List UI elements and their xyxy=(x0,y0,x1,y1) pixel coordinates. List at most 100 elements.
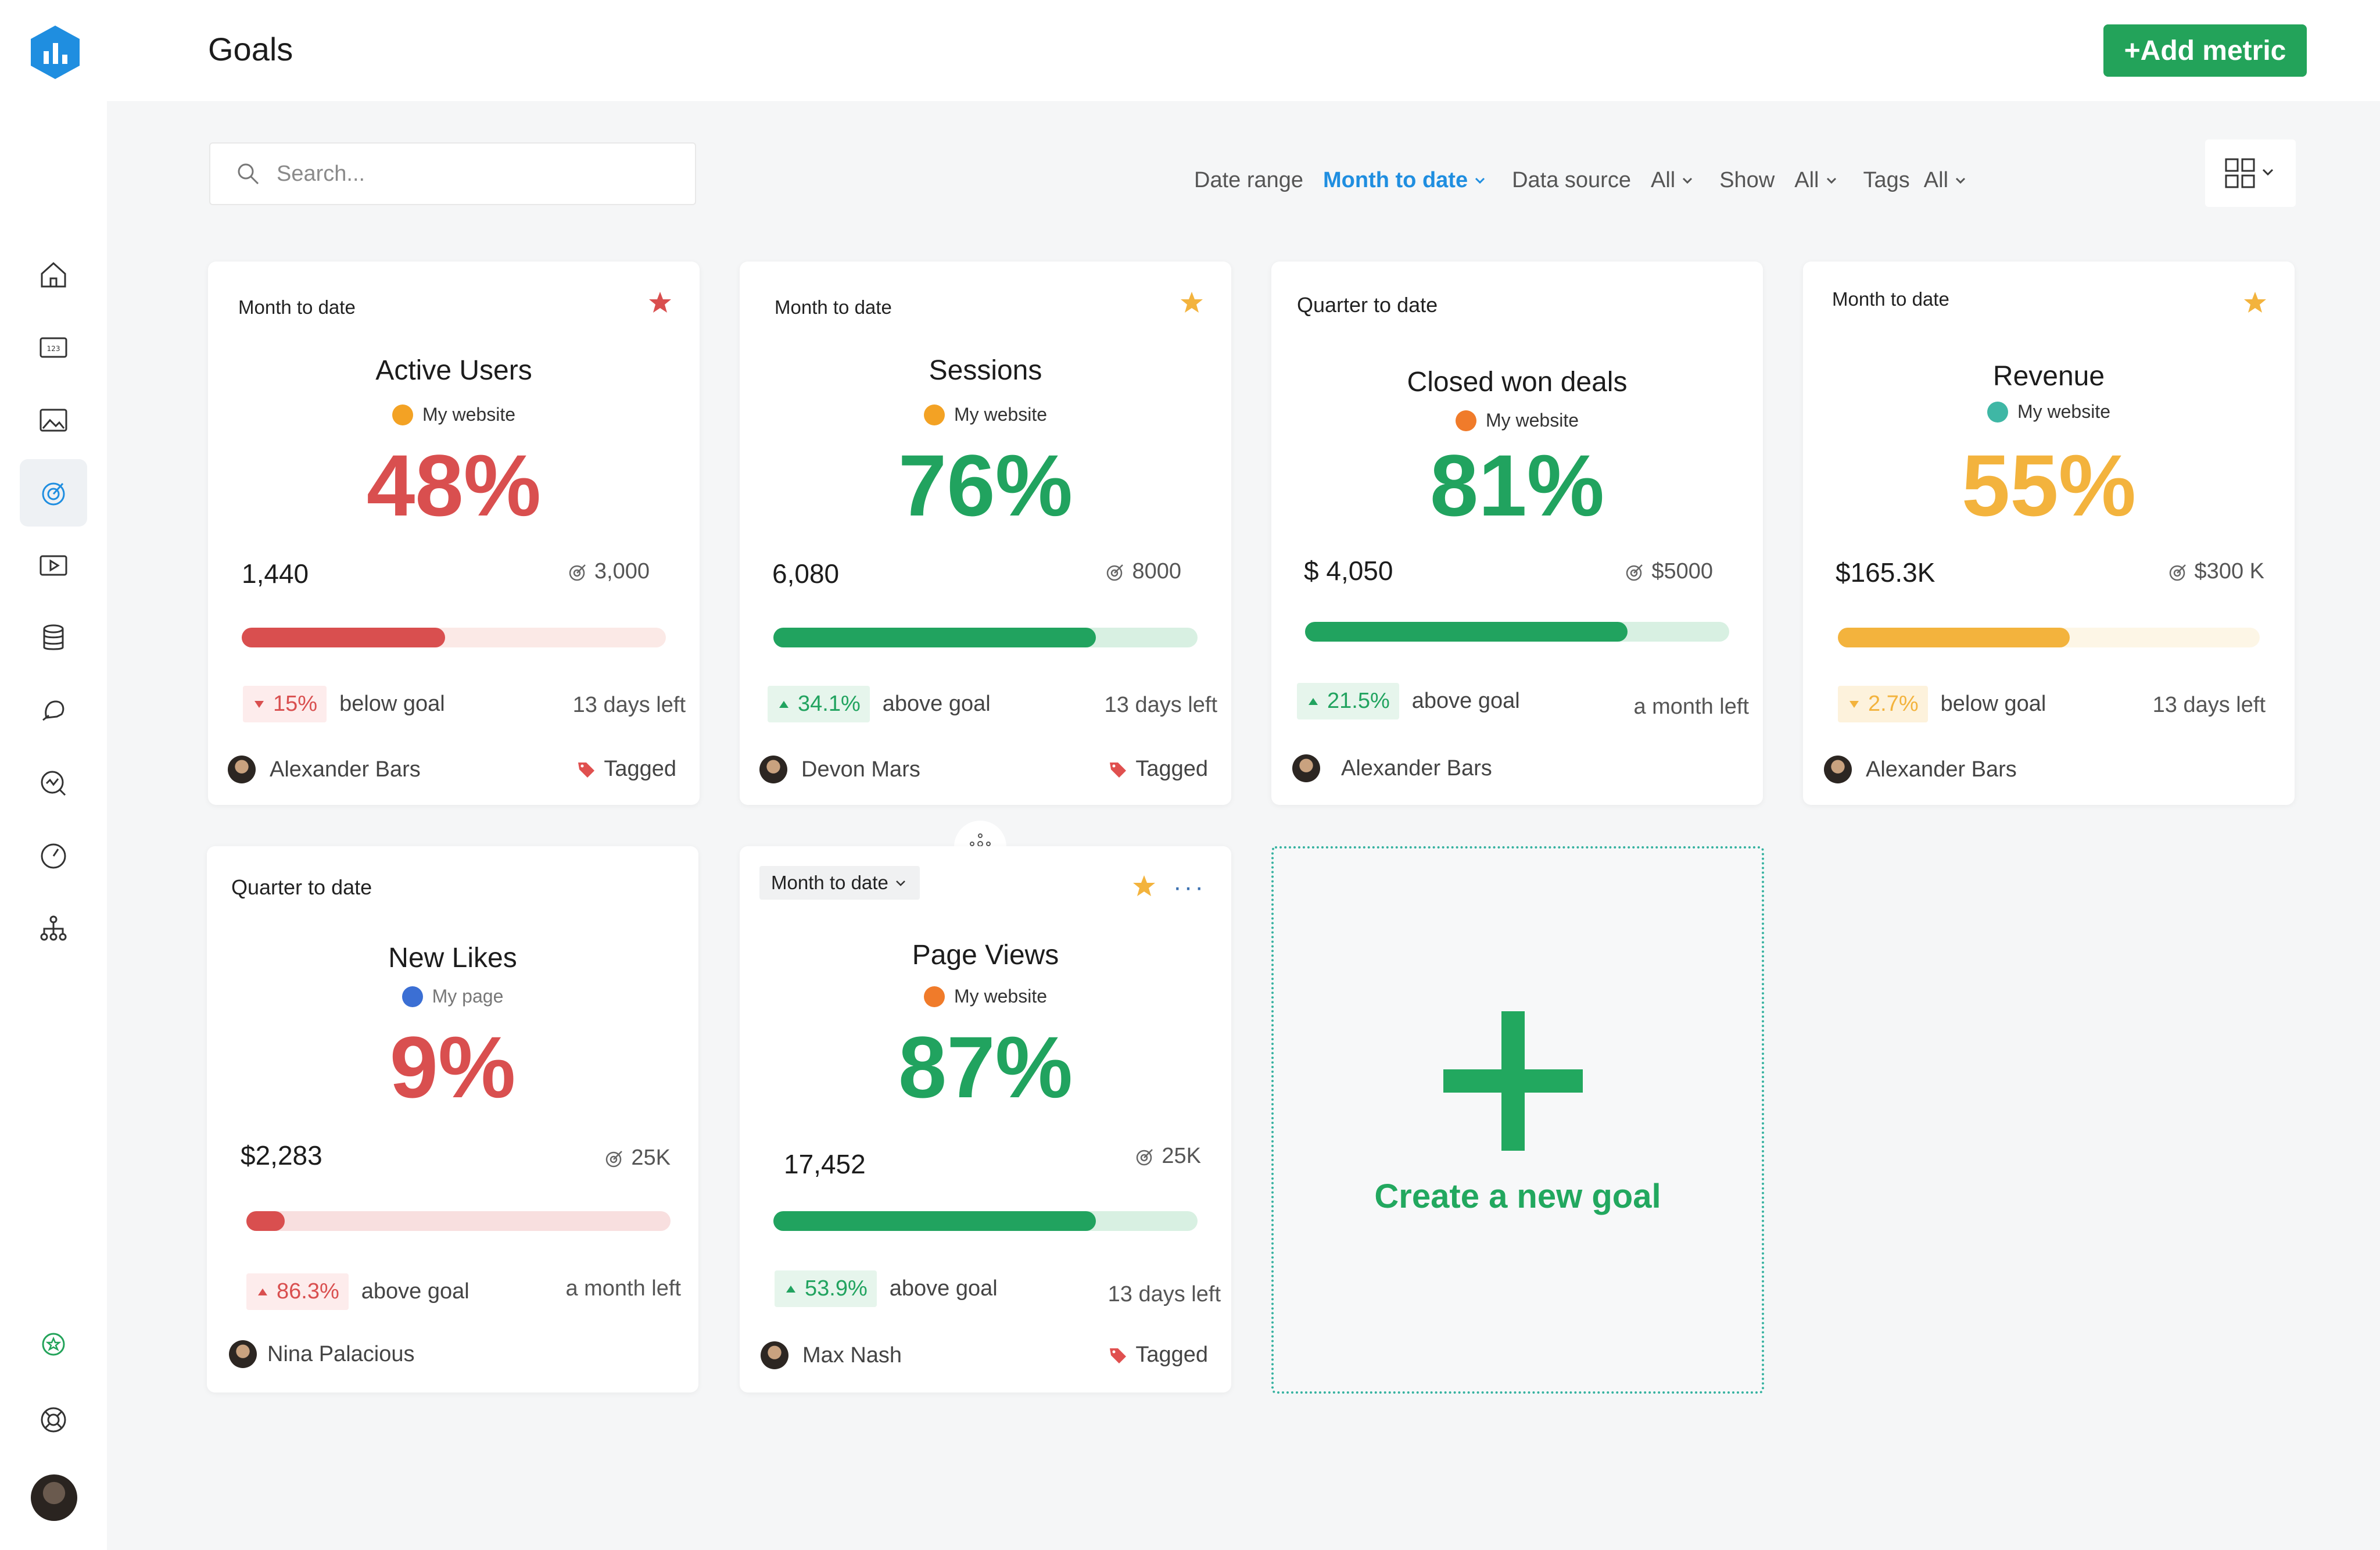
period-dropdown[interactable]: Month to date xyxy=(759,866,920,900)
difference-value: 15% xyxy=(273,692,318,716)
owner[interactable]: Alexander Bars xyxy=(1824,756,2017,783)
goal-difference: 86.3% above goal xyxy=(246,1273,469,1310)
time-left: 13 days left xyxy=(1107,1282,1221,1306)
nav-database-icon[interactable] xyxy=(20,604,87,672)
data-source: My page xyxy=(207,986,698,1007)
analytics-source-icon xyxy=(1987,401,2008,423)
nav-analytics-icon[interactable] xyxy=(20,750,87,817)
tagged-label[interactable]: Tagged xyxy=(1106,757,1208,782)
nav-org-chart-icon[interactable] xyxy=(20,895,87,962)
current-value: 17,452 xyxy=(784,1149,866,1179)
search-box[interactable] xyxy=(209,142,696,205)
current-value: $165.3K xyxy=(1836,557,1935,588)
data-source: My website xyxy=(740,986,1231,1007)
difference-text: above goal xyxy=(361,1279,469,1304)
difference-text: below goal xyxy=(339,692,445,716)
star-icon[interactable] xyxy=(2241,288,2269,316)
tag-icon xyxy=(1110,762,1127,778)
target-value: 8000 xyxy=(1104,559,1181,584)
add-metric-button[interactable]: +Add metric xyxy=(2103,24,2307,77)
tagged-label[interactable]: Tagged xyxy=(1106,1343,1208,1368)
difference-chip: 86.3% xyxy=(246,1273,349,1310)
goal-title: Closed won deals xyxy=(1407,367,1628,398)
nav-numbers-icon[interactable]: 123 xyxy=(20,314,87,381)
show-dropdown[interactable]: All xyxy=(1794,168,1838,193)
owner[interactable]: Alexander Bars xyxy=(1292,754,1492,782)
date-range-value: Month to date xyxy=(1323,167,1468,192)
goal-percent: 9% xyxy=(389,1018,516,1116)
app-logo[interactable] xyxy=(26,23,84,81)
source-label: My website xyxy=(2017,401,2111,422)
svg-text:123: 123 xyxy=(47,345,60,353)
nav-video-icon[interactable] xyxy=(20,532,87,599)
owner-name: Alexander Bars xyxy=(1866,757,2017,782)
data-source-dropdown[interactable]: All xyxy=(1651,168,1695,193)
goal-difference: 34.1% above goal xyxy=(768,686,991,722)
nav-help-icon[interactable] xyxy=(20,1386,87,1454)
nav-alerts-icon[interactable] xyxy=(20,677,87,744)
goal-card[interactable]: Month to date Sessions My website 76% 6,… xyxy=(740,262,1231,805)
progress-fill xyxy=(1838,628,2070,647)
difference-text: above goal xyxy=(889,1276,998,1301)
owner-avatar xyxy=(761,1341,788,1369)
target-value: 25K xyxy=(1134,1144,1201,1169)
goal-title: Revenue xyxy=(1992,361,2105,392)
data-source-value: All xyxy=(1650,167,1676,192)
owner[interactable]: Nina Palacious xyxy=(229,1340,414,1368)
website-source-icon xyxy=(1455,410,1476,431)
owner-name: Alexander Bars xyxy=(270,757,421,782)
search-icon xyxy=(238,163,259,185)
tag-icon xyxy=(578,762,595,778)
date-range-dropdown[interactable]: Month to date xyxy=(1323,168,1488,193)
source-label: My website xyxy=(954,986,1048,1007)
tagged-text: Tagged xyxy=(1135,1343,1208,1367)
star-icon[interactable] xyxy=(1130,872,1158,900)
chevron-down-icon xyxy=(1955,177,1966,184)
goal-difference: 15% below goal xyxy=(243,686,445,722)
time-left: 13 days left xyxy=(572,693,686,717)
period-label: Month to date xyxy=(775,296,892,318)
nav-home-icon[interactable] xyxy=(20,241,87,309)
data-source: My website xyxy=(1803,401,2295,423)
goal-title: Page Views xyxy=(912,940,1059,971)
facebook-icon xyxy=(402,986,423,1007)
tagged-label[interactable]: Tagged xyxy=(575,757,676,782)
goal-card[interactable]: Month to date ··· Page Views My website … xyxy=(740,846,1231,1393)
goal-percent: 76% xyxy=(898,436,1073,534)
nav-image-report-icon[interactable] xyxy=(20,386,87,454)
star-icon[interactable] xyxy=(646,288,674,316)
tags-label: Tags xyxy=(1863,167,1910,192)
progress-bar xyxy=(773,628,1198,647)
nav-goals-icon[interactable] xyxy=(20,459,87,527)
target-icon xyxy=(1107,564,1124,581)
owner[interactable]: Max Nash xyxy=(761,1341,902,1369)
create-goal-card[interactable]: Create a new goal xyxy=(1271,846,1764,1394)
show-value: All xyxy=(1794,167,1819,192)
star-icon[interactable] xyxy=(1178,288,1206,316)
nav-speedometer-icon[interactable] xyxy=(20,822,87,890)
difference-chip: 53.9% xyxy=(775,1270,877,1307)
tags-dropdown[interactable]: All xyxy=(1924,168,1968,193)
view-toggle-button[interactable] xyxy=(2205,139,2296,207)
time-left: 13 days left xyxy=(2152,693,2266,717)
goal-title: Sessions xyxy=(929,355,1042,386)
owner-name: Alexander Bars xyxy=(1341,756,1492,781)
nav-badge-icon[interactable] xyxy=(20,1311,87,1378)
user-avatar[interactable] xyxy=(31,1474,77,1521)
owner[interactable]: Devon Mars xyxy=(759,756,920,783)
goal-card[interactable]: Quarter to date Closed won deals My webs… xyxy=(1271,262,1763,805)
period-label: Month to date xyxy=(238,296,356,318)
goal-card[interactable]: Month to date Revenue My website 55% $16… xyxy=(1803,262,2295,805)
difference-value: 21.5% xyxy=(1327,689,1390,713)
chevron-down-icon xyxy=(1683,177,1693,184)
progress-fill xyxy=(242,628,446,647)
goal-card[interactable]: Month to date Active Users My website 48… xyxy=(208,262,700,805)
goal-percent: 87% xyxy=(898,1018,1073,1116)
search-input[interactable] xyxy=(275,160,650,187)
period-label: Month to date xyxy=(1832,288,1949,310)
progress-fill xyxy=(1305,622,1628,642)
goal-card[interactable]: Quarter to date New Likes My page 9% $2,… xyxy=(207,846,698,1393)
more-options-icon[interactable]: ··· xyxy=(1173,873,1206,901)
owner[interactable]: Alexander Bars xyxy=(228,756,421,783)
arrow-up-icon xyxy=(786,1285,795,1293)
